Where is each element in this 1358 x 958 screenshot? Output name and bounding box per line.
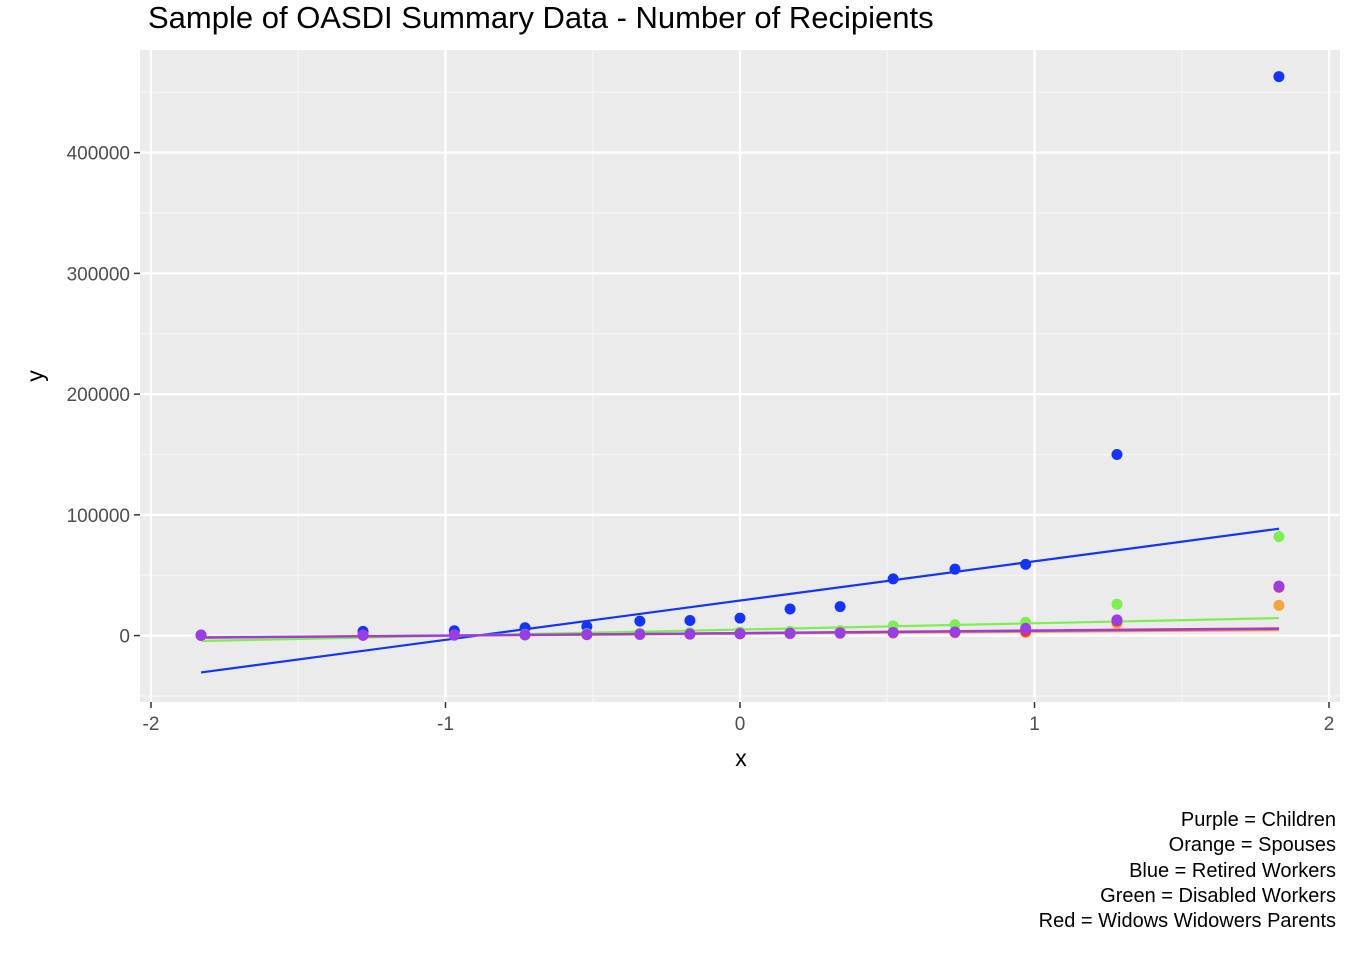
data-point-series-5 — [581, 629, 593, 641]
data-point-series-1 — [834, 601, 846, 613]
data-point-series-5 — [357, 629, 369, 641]
data-point-series-2 — [1273, 531, 1285, 543]
caption-line: Red = Widows Widowers Parents — [1038, 910, 1336, 933]
data-points — [195, 71, 1285, 641]
data-point-series-5 — [734, 628, 746, 640]
x-axis: -2 -1 0 1 2 — [143, 702, 1335, 735]
data-point-series-5 — [834, 627, 846, 639]
data-point-series-1 — [784, 603, 796, 615]
x-tick-label: -2 — [143, 714, 160, 735]
data-point-series-5 — [684, 628, 696, 640]
data-point-series-1 — [634, 615, 646, 627]
y-tick-label: 300000 — [67, 264, 130, 285]
data-point-series-3 — [1273, 599, 1285, 611]
caption-line: Purple = Children — [1180, 809, 1336, 831]
data-point-series-5 — [784, 627, 796, 639]
y-tick-label: 400000 — [67, 144, 130, 165]
data-point-series-5 — [519, 629, 531, 641]
chart-title: Sample of OASDI Summary Data - Number of… — [148, 0, 934, 35]
y-tick-label: 0 — [119, 627, 130, 648]
data-point-series-5 — [1273, 580, 1285, 592]
y-axis: 0 100000 200000 300000 400000 — [67, 144, 140, 648]
x-axis-title: x — [735, 745, 747, 771]
data-point-series-1 — [1020, 558, 1032, 570]
data-point-series-1 — [684, 615, 696, 626]
data-point-series-5 — [1111, 614, 1123, 626]
x-tick-label: 0 — [735, 714, 746, 735]
series-caption: Purple = Children Orange = Spouses Blue = … — [1039, 808, 1336, 934]
caption-line: Orange = Spouses — [1168, 834, 1336, 857]
data-point-series-5 — [634, 628, 646, 640]
data-point-series-1 — [1273, 71, 1285, 83]
data-point-series-5 — [1020, 622, 1032, 634]
x-tick-label: 1 — [1029, 714, 1040, 735]
caption-line: Green = Disabled Workers — [1100, 884, 1336, 907]
data-point-series-2 — [1111, 598, 1123, 610]
y-tick-label: 100000 — [67, 506, 130, 527]
data-point-series-5 — [949, 626, 961, 638]
data-point-series-5 — [887, 626, 899, 638]
data-point-series-1 — [887, 573, 899, 585]
data-point-series-1 — [1111, 448, 1123, 460]
x-tick-label: 2 — [1324, 714, 1335, 735]
data-point-series-5 — [448, 629, 460, 641]
data-point-series-1 — [949, 563, 961, 575]
y-tick-label: 200000 — [67, 385, 130, 406]
x-tick-label: -1 — [437, 714, 454, 735]
caption-line: Blue = Retired Workers — [1129, 859, 1336, 882]
y-axis-title: y — [22, 370, 48, 382]
data-point-series-5 — [195, 629, 207, 641]
data-point-series-1 — [734, 612, 746, 624]
fit-line-series-1 — [200, 527, 1280, 674]
